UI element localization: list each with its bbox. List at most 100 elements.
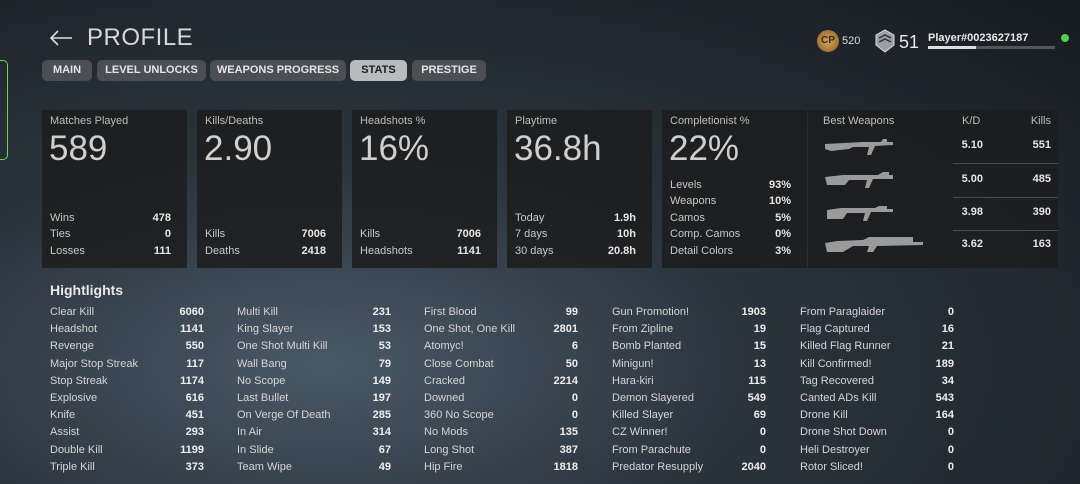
highlight-label: Stop Streak (50, 374, 108, 387)
stat-row-value: 111 (153, 244, 171, 257)
stat-row-label: Comp. Camos (670, 228, 741, 240)
highlight-value: 6 (571, 340, 578, 353)
weapon-image (825, 172, 893, 188)
weapon-image (825, 237, 923, 252)
tab[interactable]: STATS (350, 60, 407, 81)
highlights-title: Hightlights (50, 282, 124, 298)
stat-card: Matches Played 589 Wins 478 Ties 0 Losses 111 (42, 110, 187, 268)
highlight-value: 2214 (553, 374, 578, 387)
highlight-value: 293 (185, 426, 204, 439)
stat-row-label: Losses (50, 244, 85, 257)
stat-row-value: 5% (775, 211, 791, 224)
stat-row-label: Deaths (205, 244, 240, 257)
highlight-value: 0 (947, 443, 954, 456)
stat-row-value: 0% (775, 228, 791, 240)
highlight-value: 197 (372, 392, 391, 404)
highlight-label: Assist (50, 426, 80, 439)
highlight-label: From Zipline (612, 323, 674, 336)
highlight-label: On Verge Of Death (237, 409, 331, 422)
highlight-label: From Parachute (612, 443, 691, 456)
highlight-label: Drone Kill (800, 409, 848, 422)
bw-kills: 485 (1032, 173, 1051, 185)
tab[interactable]: LEVEL UNLOCKS (97, 60, 206, 81)
back-arrow[interactable] (48, 28, 74, 48)
tab[interactable]: WEAPONS PROGRESS (210, 60, 346, 81)
highlight-label: Headshot (50, 323, 98, 336)
highlight-value: 0 (759, 443, 766, 456)
highlight-value: 314 (372, 426, 391, 439)
stat-value: 16% (359, 129, 430, 168)
highlight-value: 6060 (179, 306, 204, 318)
stat-row-value: 1141 (457, 244, 481, 257)
bw-divider (953, 163, 1058, 164)
highlight-label: Downed (424, 392, 465, 404)
tab[interactable]: PRESTIGE (412, 60, 486, 81)
highlight-label: Drone Shot Down (800, 426, 887, 439)
highlight-label: CZ Winner! (612, 426, 668, 439)
highlight-value: 1818 (553, 460, 578, 473)
highlight-label: King Slayer (237, 323, 294, 336)
highlight-value: 0 (947, 426, 954, 439)
highlight-value: 115 (748, 374, 766, 387)
highlight-label: Knife (50, 409, 76, 422)
stat-title: Playtime (515, 115, 558, 127)
highlight-label: Major Stop Streak (50, 357, 139, 370)
highlight-value: 16 (941, 323, 954, 336)
bw-kills: 390 (1032, 206, 1051, 218)
highlight-value: 19 (753, 323, 766, 336)
highlight-label: Flag Captured (800, 323, 870, 336)
highlight-label: Long Shot (424, 443, 475, 456)
highlight-label: From Paraglaider (800, 306, 885, 318)
highlight-value: 164 (935, 409, 954, 422)
stat-row-value: 7006 (456, 228, 481, 240)
stat-row-label: Ties (50, 228, 71, 240)
stat-row-label: Kills (360, 228, 381, 240)
highlight-value: 149 (372, 374, 391, 387)
xp-bar (928, 46, 1055, 49)
highlight-value: 50 (565, 357, 578, 370)
side-tab[interactable] (0, 60, 8, 160)
highlight-value: 0 (947, 306, 954, 318)
stat-row-value: 1.9h (613, 211, 636, 224)
stat-value: 36.8h (514, 129, 602, 168)
stat-row-label: Weapons (670, 195, 717, 207)
bw-header: Best Weapons (823, 115, 895, 127)
tab[interactable]: MAIN (42, 60, 92, 81)
stat-row-label: 30 days (515, 244, 554, 257)
player-name: Player#0023627187 (928, 32, 1029, 44)
highlight-label: Rotor Sliced! (800, 460, 863, 473)
stat-row-value: 7006 (301, 228, 326, 240)
highlight-value: 0 (947, 460, 954, 473)
stat-card: Completionist % 22% Levels 93% Weapons 10% Cam… (662, 110, 807, 268)
online-dot (1061, 34, 1069, 42)
highlight-value: 550 (185, 340, 204, 353)
highlight-value: 135 (559, 426, 578, 439)
highlight-value: 2040 (741, 460, 766, 473)
highlight-label: First Blood (424, 306, 477, 318)
highlight-label: Close Combat (424, 357, 494, 370)
highlight-label: Heli Destroyer (800, 443, 870, 456)
highlight-label: In Air (237, 426, 263, 439)
stat-title: Headshots % (360, 115, 426, 127)
stat-value: 22% (669, 129, 740, 168)
highlight-label: 360 No Scope (424, 409, 494, 422)
highlight-value: 1199 (180, 443, 204, 456)
bw-kd: 5.10 (961, 139, 983, 151)
stat-row-value: 93% (768, 178, 791, 191)
highlight-value: 373 (185, 460, 204, 473)
highlight-value: 1141 (180, 323, 204, 336)
bw-kills: 163 (1032, 238, 1051, 250)
bw-divider (953, 197, 1058, 198)
stat-title: Matches Played (50, 115, 129, 127)
bw-kd: 3.62 (961, 238, 983, 250)
stat-row-value: 10% (768, 195, 791, 207)
highlight-value: 69 (753, 409, 766, 422)
highlight-label: Clear Kill (50, 306, 95, 318)
highlight-value: 13 (753, 357, 766, 370)
stat-value: 589 (49, 129, 108, 168)
highlight-label: Triple Kill (50, 460, 95, 473)
highlight-label: Minigun! (612, 357, 654, 370)
highlight-label: Explosive (50, 392, 98, 404)
stat-row-label: Wins (50, 211, 75, 224)
stat-row-label: Kills (205, 228, 226, 240)
